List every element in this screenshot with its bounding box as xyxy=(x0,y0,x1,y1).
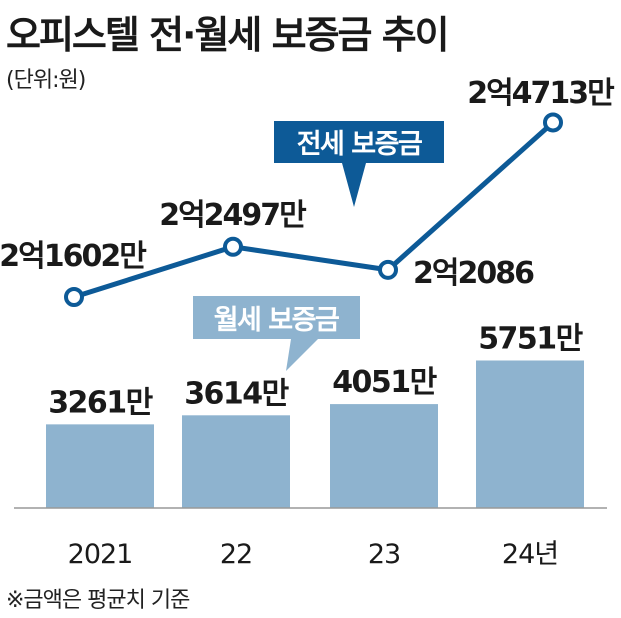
legend-label-wolse: 월세 보증금 xyxy=(214,305,339,336)
legend-label-jeonse: 전세 보증금 xyxy=(297,129,422,160)
legend-callout-wolse xyxy=(193,296,360,371)
line-value-label: 2억1602만 xyxy=(0,239,147,274)
bar-value-label: 5751만 xyxy=(478,321,583,356)
line-point xyxy=(543,112,563,133)
bar-value-label: 4051만 xyxy=(332,365,437,400)
x-tick-label: 23 xyxy=(368,539,400,570)
line-value-label: 2억4713만 xyxy=(467,76,615,111)
footnote: ※금액은 평균치 기준 xyxy=(6,588,190,613)
bar-value-label: 3261만 xyxy=(48,385,153,420)
x-tick-label: 22 xyxy=(220,539,252,570)
x-tick-label: 24년 xyxy=(502,539,558,570)
unit-note: (단위:원) xyxy=(6,68,86,93)
bar xyxy=(330,404,438,508)
line-point xyxy=(378,259,398,280)
chart-title: 오피스텔 전·월세 보증금 추이 xyxy=(6,13,450,57)
bar xyxy=(46,424,154,508)
x-tick-label: 2021 xyxy=(68,539,133,570)
series-line-jeonse xyxy=(73,120,555,300)
bar-value-label: 3614만 xyxy=(184,376,289,411)
line-value-label: 2억2497만 xyxy=(159,198,307,233)
legend-callout-jeonse xyxy=(274,121,444,207)
line-point xyxy=(223,236,243,257)
bar xyxy=(182,415,290,508)
line-value-label: 2억2086 xyxy=(413,256,534,291)
line-point xyxy=(64,287,84,307)
bar xyxy=(476,360,584,508)
